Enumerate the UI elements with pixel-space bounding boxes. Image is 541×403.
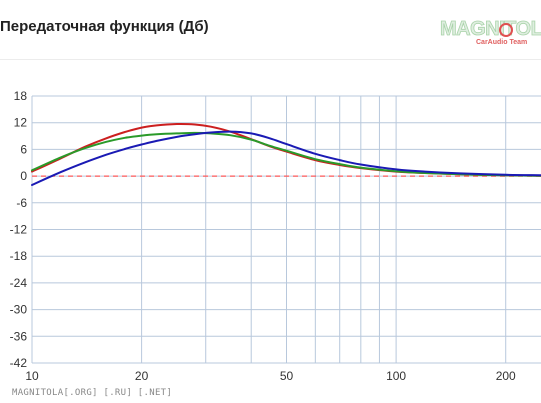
chart-title: Передаточная функция (Дб) (0, 18, 209, 35)
logo-subtitle: CarAudio Team (476, 39, 528, 46)
y-tick-label: 6 (20, 142, 27, 156)
series-line-blue (31, 130, 541, 186)
y-tick-label: 12 (14, 116, 28, 130)
logo-wordmark: MAGNITOLA (440, 18, 541, 41)
series-line-green (31, 131, 541, 177)
footer-text: MAGNITOLA[.ORG] [.RU] [.NET] (12, 388, 173, 398)
x-tick-label: 200 (496, 369, 516, 383)
x-tick-label: 100 (386, 369, 406, 383)
y-tick-label: -24 (10, 276, 28, 290)
y-tick-label: -42 (10, 356, 28, 370)
y-tick-label: -30 (10, 303, 28, 317)
brand-logo: MAGNITOLA CarAudio Team (438, 18, 541, 50)
y-tick-label: -36 (10, 329, 28, 343)
logo-ring-icon (499, 23, 513, 37)
x-tick-label: 50 (280, 369, 294, 383)
y-tick-label: 0 (20, 169, 27, 183)
header-divider (0, 59, 541, 60)
y-tick-label: -18 (10, 249, 28, 263)
y-tick-label: -12 (10, 223, 28, 237)
y-tick-label: 18 (14, 89, 28, 103)
x-tick-label: 10 (25, 369, 39, 383)
x-tick-label: 20 (135, 369, 149, 383)
y-tick-label: -6 (16, 196, 27, 210)
